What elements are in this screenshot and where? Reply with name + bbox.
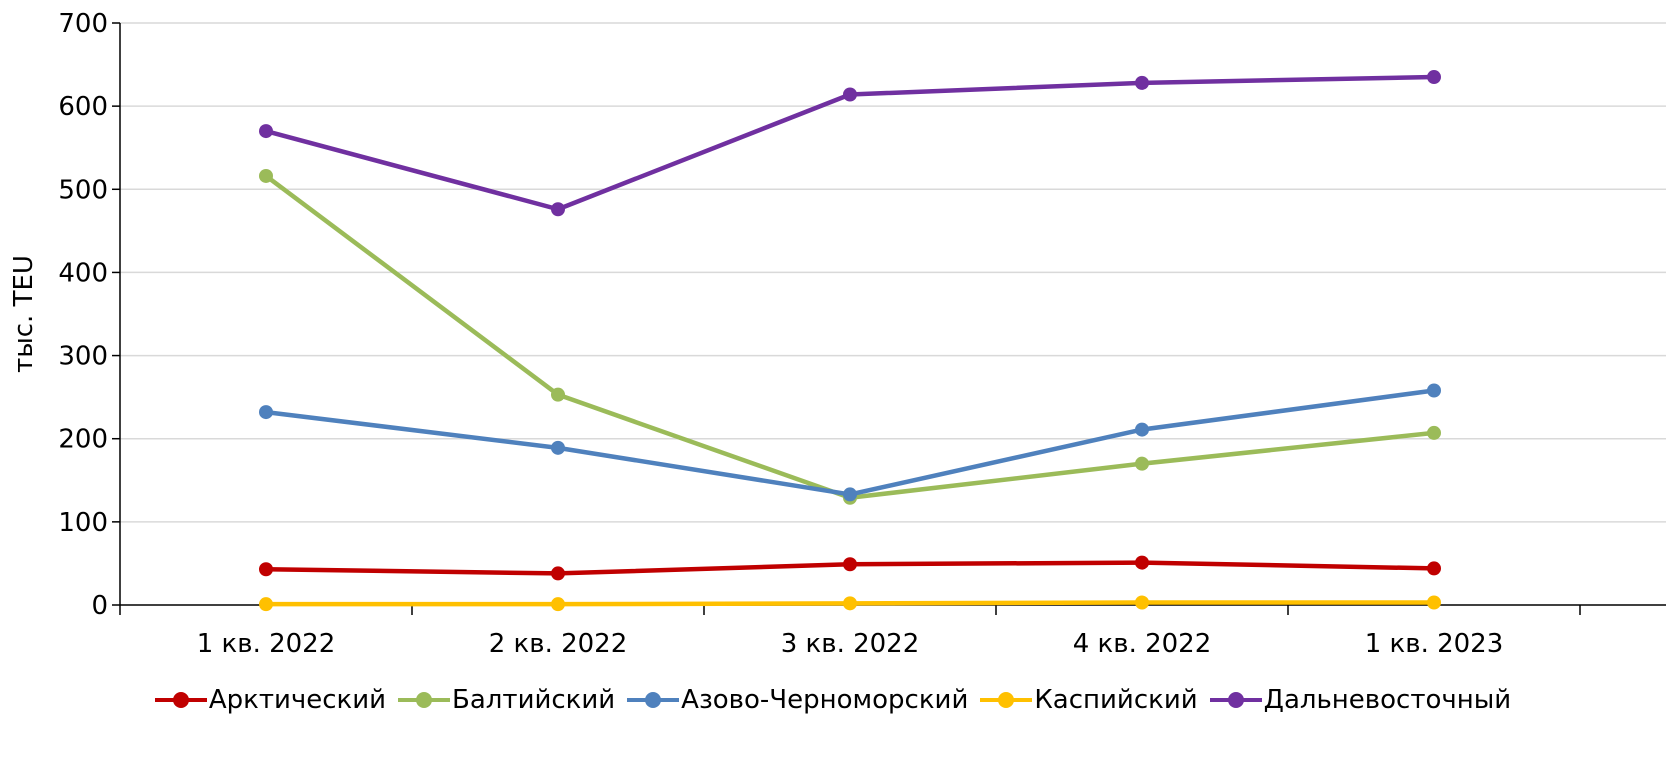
legend-label: Арктический [208, 685, 387, 715]
legend-swatch [398, 690, 451, 710]
legend-item: Каспийский [980, 685, 1198, 715]
legend-label: Дальневосточный [1263, 685, 1512, 715]
data-point [551, 202, 565, 217]
legend-item: Балтийский [398, 685, 615, 715]
y-tick-label: 700 [58, 9, 108, 39]
legend-label: Балтийский [452, 685, 616, 715]
x-tick-label: 1 кв. 2022 [197, 629, 336, 659]
x-tick-label: 4 кв. 2022 [1073, 629, 1212, 659]
data-point [843, 557, 857, 572]
legend-item: Дальневосточный [1209, 685, 1512, 715]
data-point [551, 566, 565, 581]
x-tick-labels: 1 кв. 2022 2 кв. 2022 3 кв. 2022 4 кв. 2022… [197, 629, 1504, 659]
y-tick-label: 200 [58, 425, 108, 455]
y-tick-label: 0 [91, 591, 108, 621]
data-point [843, 487, 857, 502]
legend-swatch [980, 690, 1033, 710]
y-tick-label: 100 [58, 508, 108, 538]
x-tick-label: 3 кв. 2022 [781, 629, 920, 659]
legend-item: Азово-Черноморский [627, 685, 968, 715]
data-point [1427, 383, 1441, 398]
data-point [1135, 456, 1149, 471]
data-point [1427, 425, 1441, 440]
x-tick-label: 1 кв. 2023 [1365, 629, 1504, 659]
legend-swatch [154, 690, 207, 710]
series-line [264, 174, 1435, 500]
legend-swatch [1209, 690, 1262, 710]
data-point [1427, 595, 1441, 610]
x-tick-label: 2 кв. 2022 [489, 629, 628, 659]
y-tick-label: 300 [58, 342, 108, 372]
axes [119, 23, 1666, 606]
gridlines [112, 22, 1666, 615]
legend-swatch-marker [645, 692, 662, 708]
chart-legend: Арктический Балтийский Азово-Черноморский К… [0, 680, 1666, 720]
data-point [1135, 595, 1149, 610]
data-point [259, 124, 273, 139]
data-point [259, 405, 273, 420]
series-3 [259, 383, 1441, 502]
legend-swatch [627, 690, 680, 710]
data-point [259, 562, 273, 577]
legend-label: Азово-Черноморский [681, 685, 969, 715]
series-group [259, 70, 1441, 612]
series-4 [259, 595, 1441, 612]
legend-label: Каспийский [1034, 685, 1198, 715]
legend-item: Арктический [154, 685, 387, 715]
data-point [843, 87, 857, 102]
data-point [843, 596, 857, 611]
series-2 [259, 168, 1441, 505]
data-point [1135, 555, 1149, 570]
y-tick-label: 600 [58, 92, 108, 122]
data-point [1427, 561, 1441, 576]
y-axis-title: тыс. TEU [9, 255, 39, 373]
series-1 [259, 555, 1441, 581]
y-tick-label: 400 [58, 258, 108, 288]
data-point [551, 440, 565, 455]
y-tick-label: 500 [58, 175, 108, 205]
y-tick-labels: 0 100 200 300 400 500 600 700 [58, 9, 108, 621]
legend-swatch-marker [998, 692, 1015, 708]
series-5 [259, 70, 1441, 217]
data-point [551, 597, 565, 612]
legend-swatch-marker [1227, 692, 1244, 708]
data-point [1135, 422, 1149, 437]
legend-swatch-marker [416, 692, 433, 708]
data-point [259, 168, 273, 183]
legend-swatch-marker [172, 692, 189, 708]
data-point [259, 597, 273, 612]
series-line [265, 388, 1435, 497]
line-chart: 0 100 200 300 400 500 600 700 1 кв. 2022 2 кв. 2… [9, 9, 1666, 659]
data-point [1135, 75, 1149, 90]
data-point [1427, 70, 1441, 85]
data-point [551, 387, 565, 402]
